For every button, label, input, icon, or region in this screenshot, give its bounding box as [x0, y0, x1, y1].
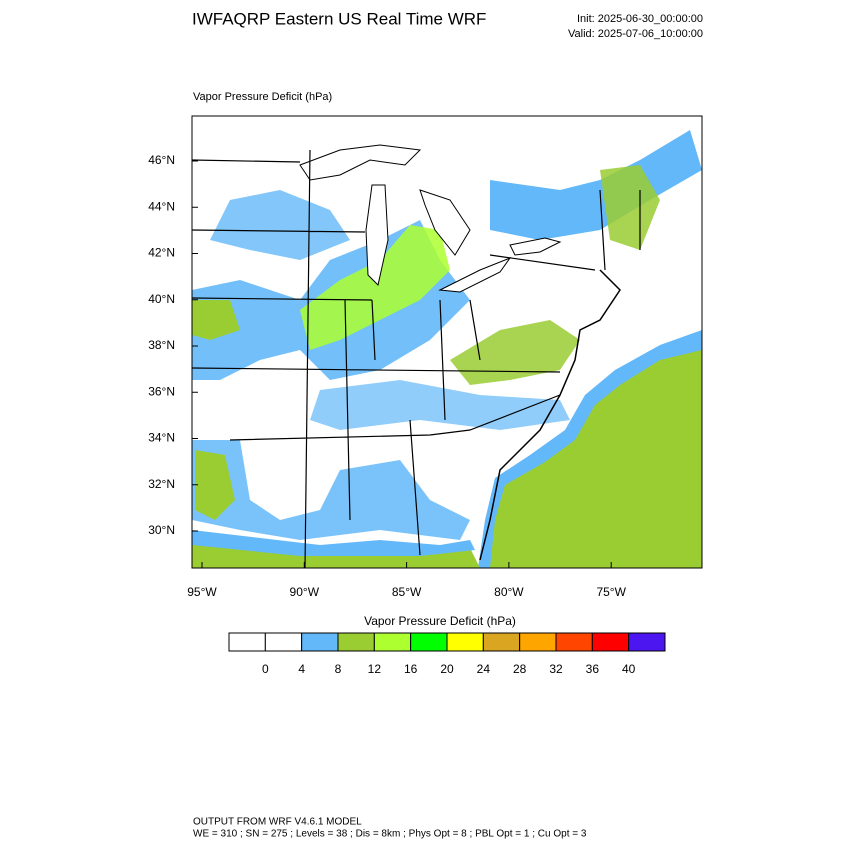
colorbar-label: 36: [586, 662, 600, 676]
colorbar-label: 24: [477, 662, 491, 676]
footer-line: WE = 310 ; SN = 275 ; Levels = 38 ; Dis …: [193, 829, 587, 840]
lon-label: 75°W: [596, 585, 626, 599]
colorbar-box: [410, 632, 448, 652]
colorbar-title: Vapor Pressure Deficit (hPa): [364, 614, 516, 628]
lat-label: 40°N: [148, 292, 175, 306]
colorbar-box: [446, 632, 484, 652]
boundaries: [192, 149, 641, 568]
lat-label: 38°N: [148, 338, 175, 352]
lon-label: 90°W: [290, 585, 320, 599]
land-field: [192, 300, 240, 340]
colorbar-box: [519, 632, 557, 652]
colorbar-box: [591, 632, 630, 652]
colorbar-label: 40: [622, 662, 636, 676]
colorbar-box: [228, 632, 266, 652]
gulf-coast-field: [192, 530, 475, 556]
lat-label: 30°N: [148, 523, 175, 537]
valid-time: Valid: 2025-07-06_10:00:00: [568, 28, 703, 40]
lake-ontario: [509, 237, 562, 256]
land-field: [600, 165, 660, 250]
lat-label: 46°N: [148, 153, 175, 167]
map-label: Vapor Pressure Deficit (hPa): [193, 91, 332, 103]
lake-superior: [299, 144, 422, 181]
lat-label: 42°N: [148, 246, 175, 260]
init-time: Init: 2025-06-30_00:00:00: [577, 13, 703, 25]
colorbar-label: 4: [298, 662, 305, 676]
colorbar: 0 4 8 12 16 20 24 28 32 36 40: [228, 632, 666, 676]
title: IWFAQRP Eastern US Real Time WRF: [192, 9, 486, 28]
land-field: [300, 225, 450, 350]
colorbar-label: 16: [404, 662, 418, 676]
map: [191, 115, 703, 569]
lake-huron: [419, 189, 471, 256]
colorbar-label: 28: [513, 662, 527, 676]
lake-erie: [438, 256, 512, 293]
lat-label: 32°N: [148, 477, 175, 491]
ocean-field: [480, 340, 702, 568]
lat-label: 36°N: [148, 384, 175, 398]
lake-michigan: [365, 184, 389, 286]
colorbar-box: [301, 632, 339, 652]
footer-line: OUTPUT FROM WRF V4.6.1 MODEL: [193, 817, 362, 828]
lon-label: 95°W: [187, 585, 217, 599]
colorbar-box: [264, 632, 303, 652]
map-frame: [191, 115, 703, 569]
colorbar-box: [555, 632, 593, 652]
colorbar-box: [482, 632, 521, 652]
colorbar-label: 12: [368, 662, 382, 676]
colorbar-label: 8: [335, 662, 342, 676]
land-field: [192, 440, 470, 540]
lon-label: 80°W: [494, 585, 524, 599]
land-field: [210, 190, 350, 260]
colorbar-label: 0: [262, 662, 269, 676]
land-field: [195, 450, 235, 520]
lon-label: 85°W: [392, 585, 422, 599]
colorbar-label: 20: [440, 662, 454, 676]
land-field: [490, 130, 702, 240]
lat-label: 34°N: [148, 431, 175, 445]
colorbar-box: [373, 632, 412, 652]
lat-label: 44°N: [148, 199, 175, 213]
colorbar-label: 32: [549, 662, 563, 676]
land-field: [310, 380, 570, 430]
colorbar-box: [628, 632, 666, 652]
colorbar-box: [337, 632, 375, 652]
coastal-field: [478, 330, 702, 568]
land-field: [450, 320, 580, 385]
